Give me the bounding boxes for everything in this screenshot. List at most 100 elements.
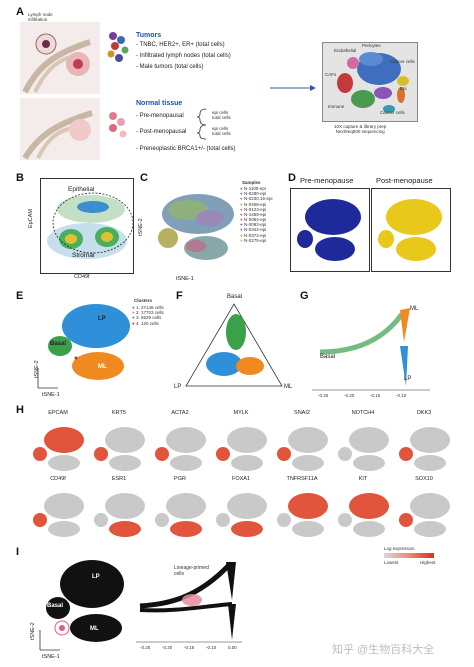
lineage-primed-label: Lineage-primed cells xyxy=(174,565,209,577)
post-menopause-tsne xyxy=(371,188,451,272)
expression-high-region xyxy=(33,513,47,527)
panel-e-xlabel: tSNE-1 xyxy=(42,392,60,398)
f-basal-label: Basal xyxy=(227,294,243,300)
log-expression-colorbar xyxy=(384,553,434,558)
gene-expression-tsne xyxy=(94,493,145,537)
expression-low-region xyxy=(105,493,145,519)
expression-low-region xyxy=(155,513,169,527)
g-tick-2: -0.20 xyxy=(344,393,355,398)
panel-f-letter: F xyxy=(176,290,183,302)
i-tick-4: -0.10 xyxy=(206,645,217,650)
colorbar-low-label: Lowest xyxy=(384,560,399,565)
sample-legend-item: ● N-0064-epi xyxy=(240,217,267,223)
samples-legend-title: Samples xyxy=(242,180,261,185)
expression-high-region xyxy=(288,493,328,519)
g-ml-label: ML xyxy=(410,306,419,312)
panel-i-ylabel: tSNE-2 xyxy=(30,622,36,640)
cluster-label-cancer-bottom: Cancer cells xyxy=(380,110,405,115)
expression-low-region xyxy=(414,521,446,537)
i-tick-3: -0.15 xyxy=(184,645,195,650)
panel-g-letter: G xyxy=(300,290,309,302)
expression-low-region xyxy=(292,521,324,537)
i-basal-label: Basal xyxy=(47,603,64,609)
samples-legend: ● N-1105-epi ● N-0280-epi ● N-0230.16-ep… xyxy=(240,186,286,243)
brace-shapes xyxy=(196,108,207,140)
gene-label-dkk3: DKK3 xyxy=(416,410,432,416)
panel-d-letter: D xyxy=(288,172,296,184)
log-expression-title: Log expression xyxy=(384,546,415,551)
g-basal-label: Basal xyxy=(320,354,336,360)
cluster-legend-item: ● 2. 17703 cells xyxy=(132,310,164,316)
pseudotime-trajectory-plot xyxy=(312,308,430,391)
gene-expression-tsne xyxy=(216,493,267,537)
cluster-label-endothelial: Endothelial xyxy=(334,48,357,53)
expression-low-region xyxy=(216,513,230,527)
sample-tsne-plot xyxy=(148,180,240,272)
expression-high-region xyxy=(170,521,202,537)
sample-legend-item: ● N-0093-epi xyxy=(240,222,267,228)
panel-c-ylabel: tSNE-2 xyxy=(138,218,144,236)
gene-label-sox10: SOX10 xyxy=(415,476,433,482)
expression-low-region xyxy=(94,513,108,527)
stromal-label: Stromal xyxy=(72,252,95,259)
gene-expression-tsne xyxy=(155,493,206,537)
expression-low-region xyxy=(277,513,291,527)
expression-low-region xyxy=(349,427,389,453)
e-basal-label: Basal xyxy=(50,341,67,347)
lineage-trajectory-plot xyxy=(136,562,242,643)
expression-low-region xyxy=(338,513,352,527)
expression-high-region xyxy=(399,447,413,461)
gene-expression-tsne xyxy=(33,493,84,537)
expression-low-region xyxy=(105,427,145,453)
cluster-legend-item: ● 3. 6529 cells xyxy=(132,315,162,321)
gene-expression-tsne xyxy=(399,427,450,471)
sample-legend-item: ● N-0123-epi xyxy=(240,206,267,212)
gene-expression-tsne xyxy=(216,427,267,471)
i-ml-label: ML xyxy=(90,626,99,632)
lymph-node-label: Lymph node infiltration xyxy=(28,12,53,23)
cluster-label-immune: Immune xyxy=(328,104,345,109)
colorbar-high-label: Highest xyxy=(420,560,436,565)
expression-low-region xyxy=(227,493,267,519)
panel-h-letter: H xyxy=(16,404,24,416)
expression-high-region xyxy=(94,447,108,461)
expression-low-region xyxy=(353,455,385,471)
clusters-legend: ● 1. 27146 cells ● 2. 17703 cells ● 3. 6… xyxy=(132,305,164,326)
sample-legend-item: ● N-1469-epi xyxy=(240,211,267,217)
i-tick-5: 0.00 xyxy=(228,645,237,650)
expression-low-region xyxy=(48,521,80,537)
expression-low-region xyxy=(414,455,446,471)
combined-tsne-map xyxy=(322,42,418,122)
expression-high-region xyxy=(109,521,141,537)
cluster-tsne-plot xyxy=(37,304,130,389)
triangle-projection-plot xyxy=(185,303,283,387)
expression-low-region xyxy=(227,427,267,453)
expression-low-region xyxy=(166,427,206,453)
normal-cell-cluster-icon xyxy=(109,112,127,138)
sample-legend-item: ● N-0408-epi xyxy=(240,201,267,207)
workflow-arrow xyxy=(270,85,316,91)
expression-low-region xyxy=(48,455,80,471)
gene-label-snai2: SNAI2 xyxy=(294,410,310,416)
expression-low-region xyxy=(109,455,141,471)
expression-high-region xyxy=(155,447,169,461)
expression-low-region xyxy=(410,427,450,453)
gene-expression-tsne xyxy=(155,427,206,471)
gene-label-krt5: KRT5 xyxy=(112,410,126,416)
panel-a-letter: A xyxy=(16,6,24,18)
g-tick-3: -0.15 xyxy=(370,393,381,398)
gene-label-acta2: ACTA2 xyxy=(171,410,189,416)
f-ml-label: ML xyxy=(284,384,293,390)
gene-expression-tsne xyxy=(277,493,328,537)
breast-tumor-illustration xyxy=(20,22,100,94)
expression-low-region xyxy=(44,493,84,519)
sample-legend-item: ● N-0280-epi xyxy=(240,191,267,197)
normal-tissue-illustration xyxy=(20,98,100,160)
gene-label-pgr: PGR xyxy=(174,476,186,482)
gene-expression-tsne xyxy=(33,427,84,471)
normal-item-brca1: - Preneoplastic BRCA1+/- (total cells) xyxy=(136,146,236,152)
expression-low-region xyxy=(338,447,352,461)
g-tick-4: -0.10 xyxy=(396,393,407,398)
sample-legend-item: ● N-0275-epi xyxy=(240,237,267,243)
gene-label-epcam: EPCAM xyxy=(48,410,68,416)
